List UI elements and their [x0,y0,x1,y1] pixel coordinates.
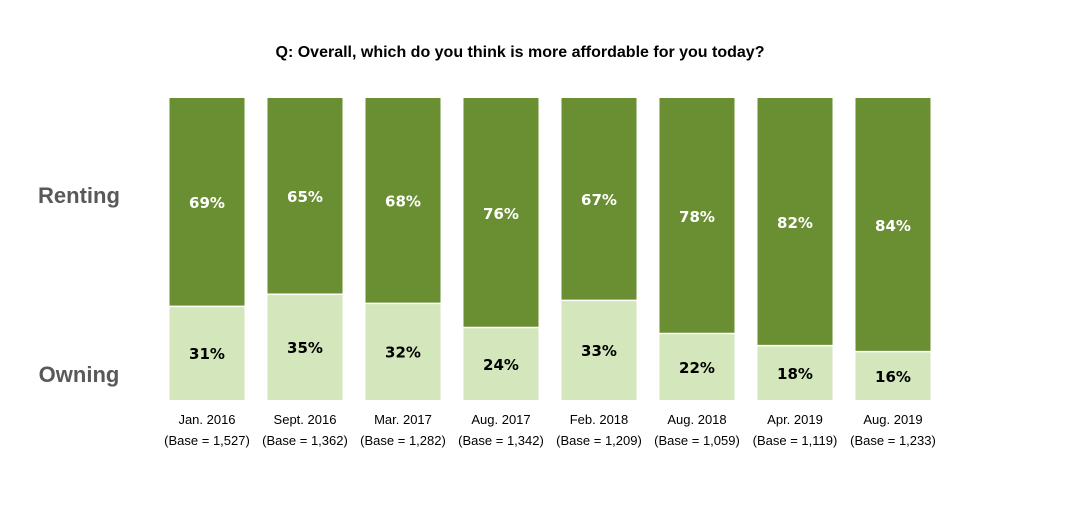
bar-owning-5 [659,333,735,400]
label-owning-2: 32% [385,344,421,362]
label-renting-7: 84% [875,217,911,235]
labels-group: 69% 31% Jan. 2016 (Base = 1,527) 65% 35% Sept.… [164,188,936,448]
label-owning-6: 18% [777,365,813,383]
bar-owning-1 [267,294,343,400]
label-renting-4: 67% [581,191,617,209]
bar-renting-4 [561,98,637,301]
label-owning-1: 35% [287,339,323,357]
base-label-4: (Base = 1,209) [556,433,642,448]
label-owning-3: 24% [483,356,519,374]
tick-label-6: Apr. 2019 [767,412,823,427]
label-renting-3: 76% [483,205,519,223]
tick-label-7: Aug. 2019 [863,412,922,427]
base-label-0: (Base = 1,527) [164,433,250,448]
label-owning-5: 22% [679,359,715,377]
tick-label-1: Sept. 2016 [274,412,337,427]
tick-label-4: Feb. 2018 [570,412,629,427]
base-label-2: (Base = 1,282) [360,433,446,448]
label-renting-2: 68% [385,193,421,211]
bar-renting-7 [855,98,931,352]
bars-group [169,98,931,400]
chart-title: Q: Overall, which do you think is more a… [276,44,765,61]
bar-renting-3 [463,98,539,328]
row-label-owning: Owning [39,362,120,387]
bar-renting-5 [659,98,735,334]
label-owning-0: 31% [189,345,225,363]
base-label-5: (Base = 1,059) [654,433,740,448]
label-renting-1: 65% [287,188,323,206]
bar-owning-2 [365,303,441,400]
bar-owning-7 [855,351,931,400]
base-label-7: (Base = 1,233) [850,433,936,448]
tick-label-2: Mar. 2017 [374,412,432,427]
bar-renting-0 [169,98,245,307]
bar-owning-0 [169,306,245,400]
label-renting-0: 69% [189,194,225,212]
tick-label-5: Aug. 2018 [667,412,726,427]
label-renting-6: 82% [777,214,813,232]
bar-owning-4 [561,300,637,400]
base-label-6: (Base = 1,119) [753,433,838,448]
tick-label-0: Jan. 2016 [178,412,235,427]
base-label-1: (Base = 1,362) [262,433,348,448]
tick-label-3: Aug. 2017 [471,412,530,427]
bar-renting-2 [365,98,441,304]
label-owning-4: 33% [581,342,617,360]
label-owning-7: 16% [875,368,911,386]
bar-renting-1 [267,98,343,295]
bar-owning-6 [757,345,833,400]
base-label-3: (Base = 1,342) [458,433,544,448]
label-renting-5: 78% [679,208,715,226]
bar-owning-3 [463,327,539,400]
row-label-renting: Renting [38,183,120,208]
bar-renting-6 [757,98,833,346]
